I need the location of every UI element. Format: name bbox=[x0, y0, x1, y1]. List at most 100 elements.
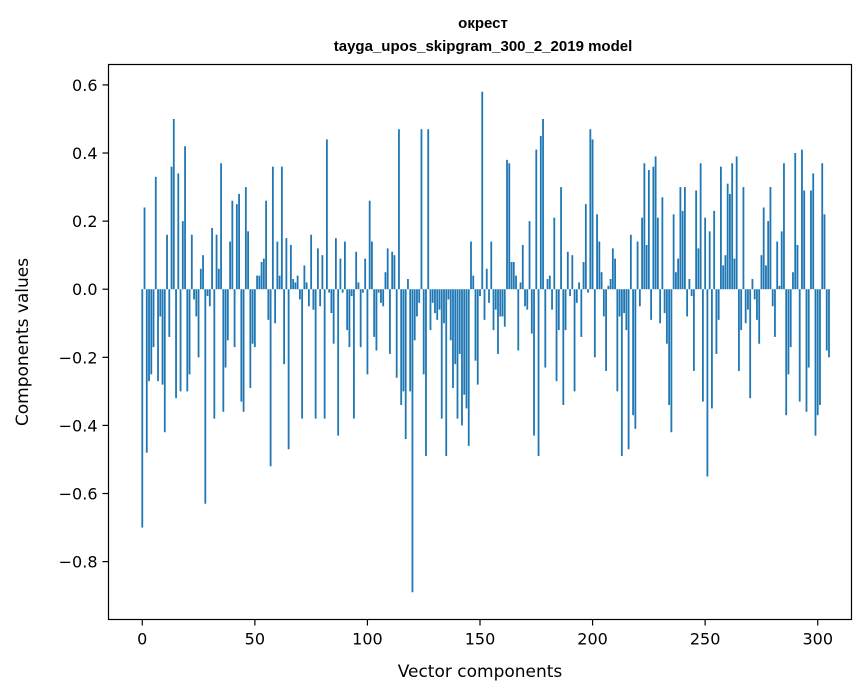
bar bbox=[828, 289, 830, 358]
bar bbox=[465, 289, 468, 409]
bar bbox=[283, 289, 286, 365]
bar bbox=[733, 258, 736, 290]
bar bbox=[490, 241, 493, 290]
bar bbox=[260, 261, 263, 290]
bar bbox=[643, 163, 646, 290]
bar bbox=[377, 289, 380, 293]
bar bbox=[251, 289, 254, 344]
bar bbox=[661, 197, 664, 290]
bar bbox=[526, 289, 529, 310]
x-axis-ticks: 0 50 100 150 200 250 300 bbox=[137, 619, 833, 649]
bar bbox=[580, 289, 583, 337]
bar bbox=[285, 238, 288, 290]
bar bbox=[175, 289, 177, 399]
bar bbox=[548, 275, 551, 290]
bar bbox=[319, 289, 322, 307]
y-tick-label: −0.2 bbox=[59, 348, 98, 367]
bar bbox=[184, 146, 186, 290]
bar bbox=[638, 289, 641, 307]
bar bbox=[229, 241, 231, 290]
bar bbox=[566, 251, 569, 290]
bar bbox=[384, 272, 387, 290]
bar bbox=[535, 149, 538, 290]
bar bbox=[690, 289, 693, 297]
bar bbox=[422, 289, 425, 375]
bar bbox=[350, 289, 353, 297]
bar bbox=[724, 255, 727, 290]
x-tick-label: 200 bbox=[577, 630, 608, 649]
bar bbox=[240, 289, 243, 402]
bar bbox=[371, 241, 373, 290]
bar bbox=[740, 289, 743, 331]
bar bbox=[258, 275, 261, 290]
bar bbox=[472, 275, 475, 290]
bar bbox=[366, 289, 369, 375]
bar bbox=[708, 231, 711, 290]
bar bbox=[145, 289, 148, 453]
y-tick-label: 0.4 bbox=[72, 144, 97, 163]
bar bbox=[447, 289, 450, 300]
y-tick-label: 0.6 bbox=[72, 76, 97, 95]
bar bbox=[170, 166, 173, 290]
bar bbox=[533, 289, 535, 436]
bar bbox=[220, 163, 222, 290]
bar bbox=[670, 289, 673, 433]
bar bbox=[645, 244, 648, 290]
bar bbox=[458, 289, 461, 354]
bar bbox=[208, 289, 211, 307]
x-tick-label: 300 bbox=[802, 630, 833, 649]
bar bbox=[634, 289, 637, 429]
bar bbox=[386, 248, 389, 290]
bar bbox=[614, 258, 616, 290]
bar bbox=[449, 289, 452, 341]
bar bbox=[157, 289, 159, 382]
bar bbox=[373, 289, 376, 337]
bar bbox=[479, 289, 481, 297]
bar bbox=[335, 238, 337, 290]
bar bbox=[587, 289, 589, 293]
bar bbox=[512, 261, 515, 290]
bar bbox=[789, 289, 792, 348]
bar bbox=[411, 289, 414, 593]
bar bbox=[756, 289, 758, 320]
bar bbox=[276, 241, 279, 290]
bar bbox=[506, 159, 508, 290]
bar bbox=[310, 234, 313, 290]
bar bbox=[774, 289, 776, 337]
bar bbox=[812, 173, 815, 290]
bar bbox=[668, 289, 671, 405]
bar bbox=[190, 234, 193, 290]
bar bbox=[629, 234, 632, 290]
bar bbox=[816, 289, 819, 416]
bar bbox=[213, 289, 216, 419]
bar bbox=[701, 289, 704, 402]
bar bbox=[717, 289, 720, 320]
bar bbox=[571, 255, 574, 290]
bar bbox=[632, 289, 635, 416]
bar bbox=[445, 289, 448, 457]
x-tick-label: 250 bbox=[690, 630, 721, 649]
bar bbox=[652, 166, 655, 290]
x-tick-label: 0 bbox=[137, 630, 147, 649]
bar bbox=[623, 289, 625, 314]
bar bbox=[440, 289, 443, 419]
bar bbox=[222, 289, 225, 412]
bar bbox=[767, 221, 770, 290]
bar bbox=[141, 289, 144, 528]
bar bbox=[810, 190, 812, 290]
bar bbox=[792, 272, 794, 290]
bar bbox=[159, 289, 162, 317]
bar bbox=[224, 289, 227, 368]
bar bbox=[431, 289, 434, 303]
bar bbox=[713, 210, 716, 290]
bar bbox=[573, 289, 576, 392]
y-tick-label: −0.6 bbox=[59, 485, 98, 504]
bar bbox=[819, 289, 821, 405]
bar bbox=[602, 289, 605, 317]
bar bbox=[233, 289, 236, 348]
bar bbox=[600, 272, 603, 290]
bar bbox=[357, 282, 360, 290]
bar bbox=[292, 279, 295, 290]
bar bbox=[262, 258, 265, 290]
bar bbox=[553, 217, 556, 290]
